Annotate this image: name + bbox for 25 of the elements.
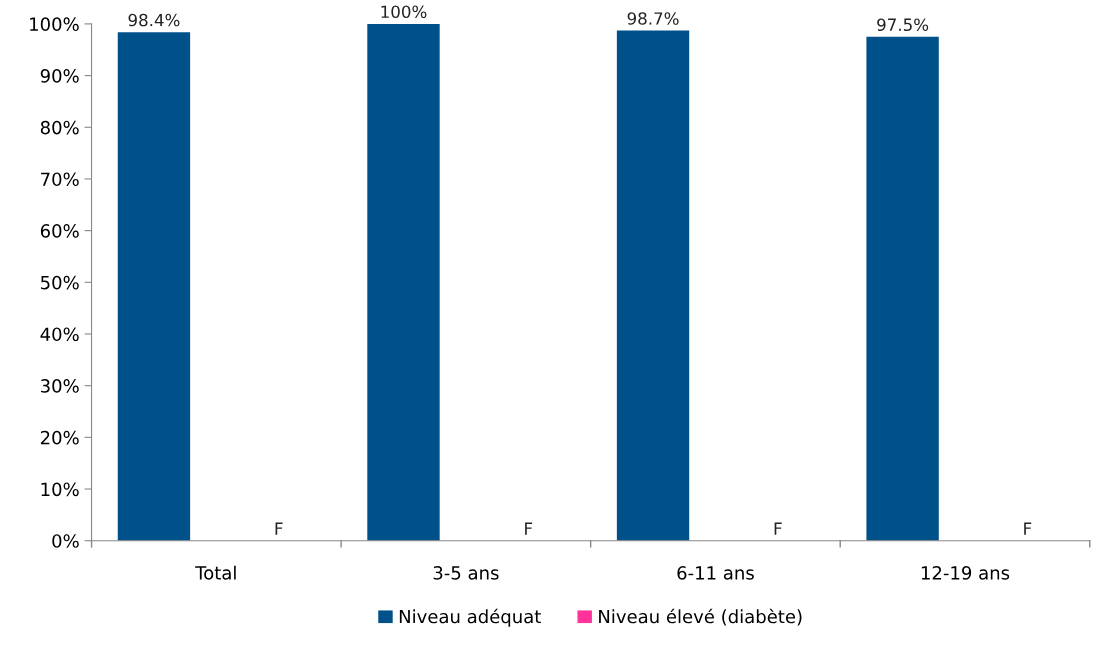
y-tick-label: 10%: [41, 482, 79, 497]
legend-label: Niveau élevé (diabète): [599, 608, 802, 626]
y-tick-label: 30%: [40, 379, 79, 393]
x-tick-label: Total: [195, 565, 236, 580]
text: F: [774, 522, 782, 535]
y-tick-label: 100%: [30, 17, 79, 32]
y-tick-label: 70%: [41, 172, 79, 187]
y-tick-label: 60%: [40, 224, 79, 238]
text: F: [525, 522, 533, 535]
y-tick-label: 50%: [41, 275, 79, 290]
x-tick-label: 3-5 ans: [433, 566, 499, 580]
x-tick-label: 12-19 ans: [921, 566, 1010, 580]
legend-label: Niveau adéquat: [399, 608, 541, 627]
y-tick-label: 80%: [40, 120, 79, 135]
data-label: 100%: [381, 5, 427, 19]
data-label: 98.7%: [627, 12, 679, 25]
data-label: 97.5%: [877, 18, 929, 32]
x-tick-label: 6-11 ans: [677, 566, 754, 580]
y-tick-label: 20%: [40, 430, 79, 445]
data-label: 98.4%: [128, 13, 180, 27]
text: F: [1024, 522, 1032, 535]
text: F: [275, 522, 283, 535]
y-tick-label: 0%: [52, 534, 79, 548]
y-tick-label: 90%: [40, 69, 79, 83]
y-tick-label: 40%: [40, 327, 79, 342]
